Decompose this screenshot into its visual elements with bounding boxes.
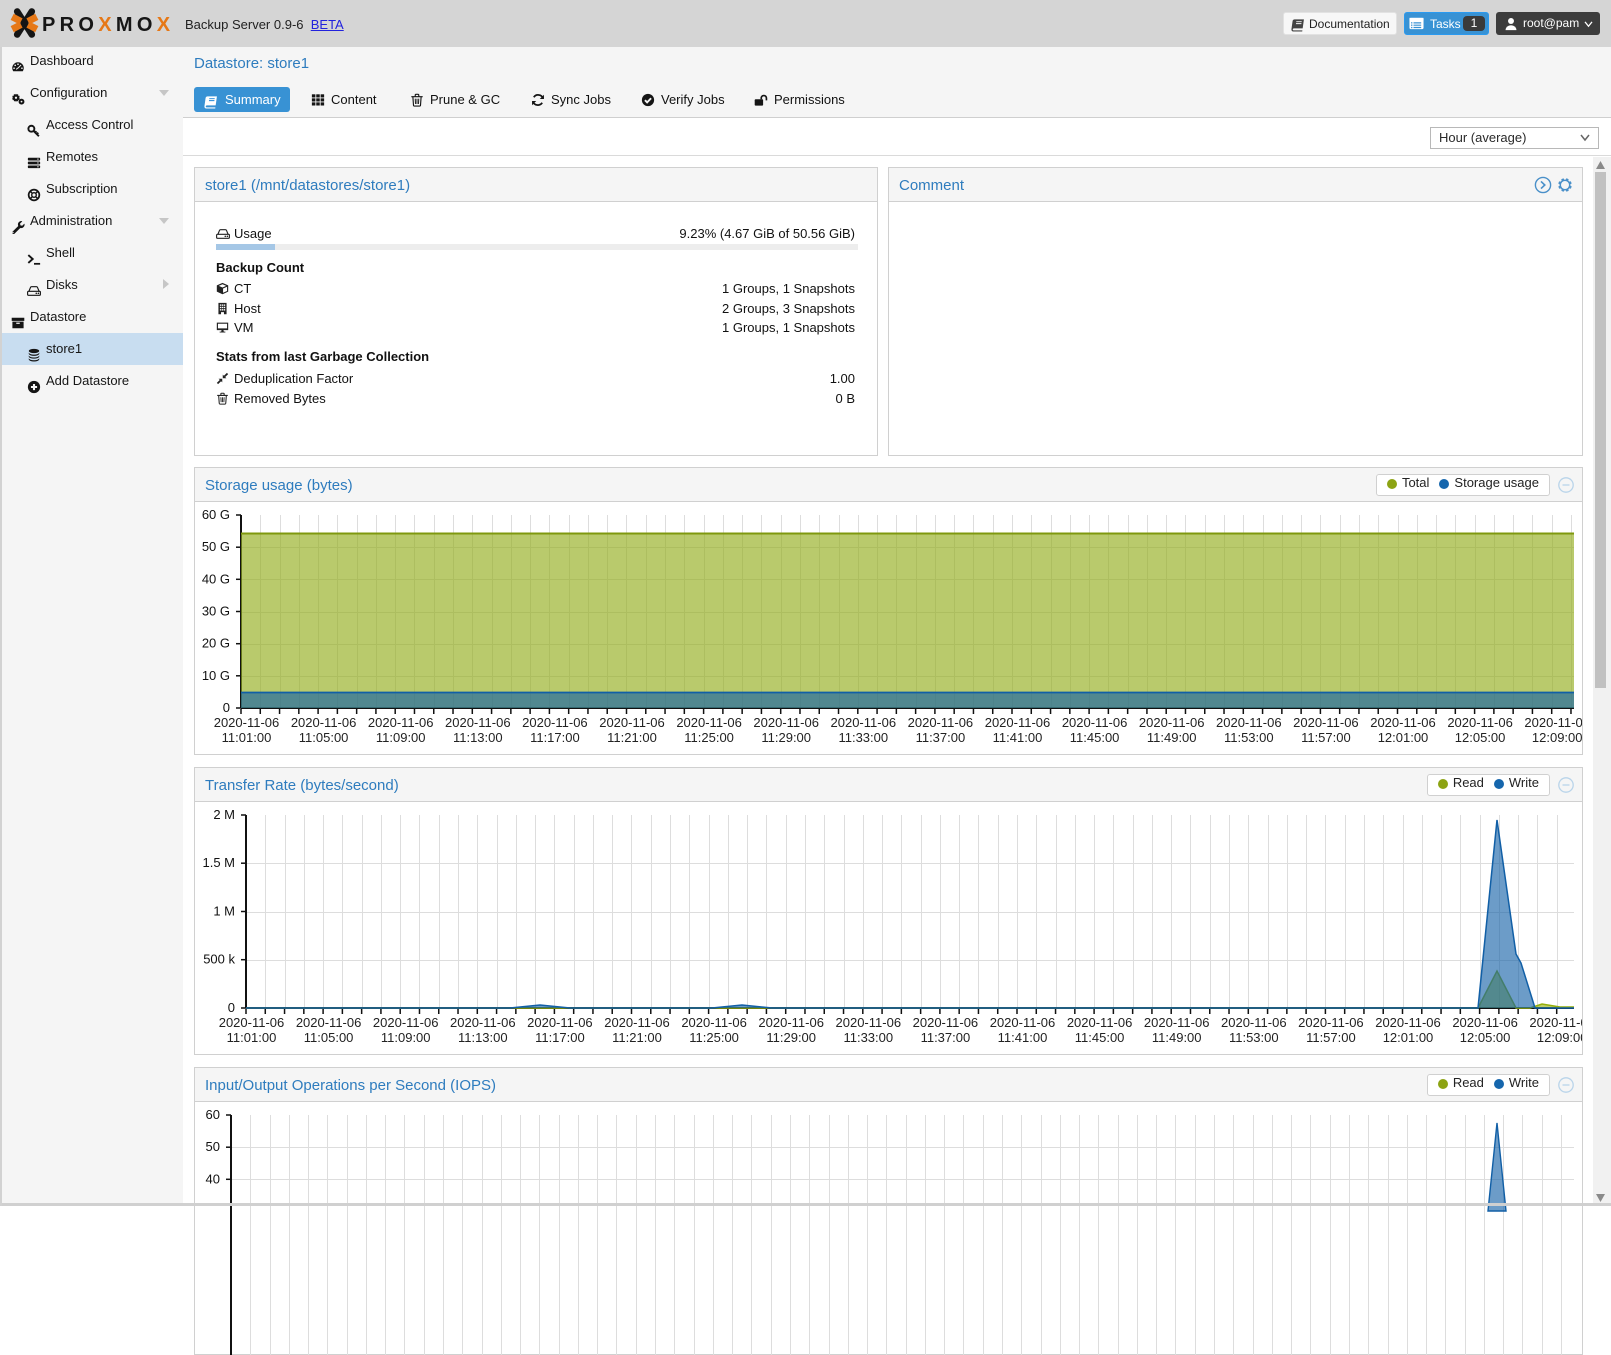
svg-text:11:13:00: 11:13:00 [458, 1030, 508, 1045]
svg-text:2020-11-06: 2020-11-06 [214, 715, 280, 730]
svg-text:11:21:00: 11:21:00 [607, 730, 657, 745]
svg-text:2020-11-06: 2020-11-06 [681, 1015, 747, 1030]
svg-text:12:01:00: 12:01:00 [1383, 1030, 1434, 1045]
svg-text:2020-11-06: 2020-11-06 [1067, 1015, 1133, 1030]
svg-text:2020-11-06: 2020-11-06 [1529, 1015, 1582, 1030]
svg-text:11:41:00: 11:41:00 [998, 1030, 1048, 1045]
svg-text:40 G: 40 G [202, 571, 230, 586]
svg-text:500 k: 500 k [203, 952, 235, 967]
svg-text:2020-11-06: 2020-11-06 [1452, 1015, 1518, 1030]
svg-text:11:45:00: 11:45:00 [1075, 1030, 1125, 1045]
svg-text:2020-11-06: 2020-11-06 [1062, 715, 1128, 730]
svg-text:2020-11-06: 2020-11-06 [1447, 715, 1513, 730]
svg-text:11:01:00: 11:01:00 [227, 1030, 277, 1045]
svg-text:2020-11-06: 2020-11-06 [445, 715, 511, 730]
svg-text:11:49:00: 11:49:00 [1147, 730, 1197, 745]
svg-text:11:17:00: 11:17:00 [535, 1030, 585, 1045]
svg-text:2020-11-06: 2020-11-06 [1139, 715, 1205, 730]
svg-text:1 M: 1 M [213, 904, 235, 919]
svg-text:2020-11-06: 2020-11-06 [368, 715, 434, 730]
svg-text:2020-11-06: 2020-11-06 [758, 1015, 824, 1030]
svg-text:2020-11-06: 2020-11-06 [296, 1015, 362, 1030]
svg-text:2020-11-06: 2020-11-06 [836, 1015, 902, 1030]
svg-text:1.5 M: 1.5 M [202, 855, 235, 870]
svg-text:11:57:00: 11:57:00 [1306, 1030, 1356, 1045]
svg-text:2020-11-06: 2020-11-06 [831, 715, 897, 730]
svg-text:2020-11-06: 2020-11-06 [1524, 715, 1582, 730]
svg-text:11:09:00: 11:09:00 [381, 1030, 431, 1045]
svg-text:2020-11-06: 2020-11-06 [373, 1015, 439, 1030]
svg-text:11:29:00: 11:29:00 [766, 1030, 816, 1045]
svg-text:11:25:00: 11:25:00 [684, 730, 734, 745]
svg-text:2020-11-06: 2020-11-06 [676, 715, 742, 730]
svg-text:30 G: 30 G [202, 604, 230, 619]
svg-text:2020-11-06: 2020-11-06 [913, 1015, 979, 1030]
svg-text:11:01:00: 11:01:00 [222, 730, 272, 745]
svg-text:11:45:00: 11:45:00 [1070, 730, 1120, 745]
svg-text:10 G: 10 G [202, 668, 230, 683]
svg-text:11:57:00: 11:57:00 [1301, 730, 1351, 745]
svg-text:2020-11-06: 2020-11-06 [291, 715, 357, 730]
svg-text:60 G: 60 G [202, 507, 230, 522]
svg-text:2020-11-06: 2020-11-06 [908, 715, 974, 730]
svg-text:2 M: 2 M [213, 807, 235, 822]
svg-text:11:37:00: 11:37:00 [916, 730, 966, 745]
svg-text:11:53:00: 11:53:00 [1229, 1030, 1279, 1045]
svg-text:11:09:00: 11:09:00 [376, 730, 426, 745]
svg-text:2020-11-06: 2020-11-06 [527, 1015, 593, 1030]
svg-text:0: 0 [228, 1000, 235, 1015]
svg-text:11:37:00: 11:37:00 [921, 1030, 971, 1045]
svg-text:12:01:00: 12:01:00 [1378, 730, 1429, 745]
svg-text:2020-11-06: 2020-11-06 [450, 1015, 516, 1030]
svg-text:11:13:00: 11:13:00 [453, 730, 503, 745]
svg-text:2020-11-06: 2020-11-06 [1298, 1015, 1364, 1030]
svg-text:11:53:00: 11:53:00 [1224, 730, 1274, 745]
svg-text:60: 60 [206, 1107, 220, 1122]
svg-text:2020-11-06: 2020-11-06 [219, 1015, 285, 1030]
svg-text:2020-11-06: 2020-11-06 [753, 715, 819, 730]
svg-text:2020-11-06: 2020-11-06 [1370, 715, 1436, 730]
svg-text:12:05:00: 12:05:00 [1455, 730, 1506, 745]
svg-text:50: 50 [206, 1139, 220, 1154]
svg-text:2020-11-06: 2020-11-06 [985, 715, 1051, 730]
svg-text:2020-11-06: 2020-11-06 [604, 1015, 670, 1030]
svg-text:11:33:00: 11:33:00 [838, 730, 888, 745]
svg-text:11:29:00: 11:29:00 [761, 730, 811, 745]
svg-text:12:05:00: 12:05:00 [1460, 1030, 1511, 1045]
svg-text:20 G: 20 G [202, 636, 230, 651]
svg-text:11:05:00: 11:05:00 [299, 730, 349, 745]
svg-text:11:21:00: 11:21:00 [612, 1030, 662, 1045]
svg-text:0: 0 [223, 700, 230, 715]
svg-text:11:17:00: 11:17:00 [530, 730, 580, 745]
svg-text:40: 40 [206, 1171, 220, 1186]
svg-text:2020-11-06: 2020-11-06 [522, 715, 588, 730]
svg-text:11:25:00: 11:25:00 [689, 1030, 739, 1045]
svg-text:2020-11-06: 2020-11-06 [1221, 1015, 1287, 1030]
svg-text:12:09:00: 12:09:00 [1532, 730, 1582, 745]
svg-text:12:09:00: 12:09:00 [1537, 1030, 1582, 1045]
svg-text:PROXMOX: PROXMOX [42, 14, 174, 36]
svg-text:2020-11-06: 2020-11-06 [1293, 715, 1359, 730]
svg-text:11:41:00: 11:41:00 [993, 730, 1043, 745]
svg-text:50 G: 50 G [202, 539, 230, 554]
svg-text:11:05:00: 11:05:00 [304, 1030, 354, 1045]
svg-text:2020-11-06: 2020-11-06 [990, 1015, 1056, 1030]
svg-text:2020-11-06: 2020-11-06 [1216, 715, 1282, 730]
svg-text:2020-11-06: 2020-11-06 [1375, 1015, 1441, 1030]
svg-text:2020-11-06: 2020-11-06 [599, 715, 665, 730]
svg-text:11:49:00: 11:49:00 [1152, 1030, 1202, 1045]
svg-text:2020-11-06: 2020-11-06 [1144, 1015, 1210, 1030]
svg-text:11:33:00: 11:33:00 [843, 1030, 893, 1045]
